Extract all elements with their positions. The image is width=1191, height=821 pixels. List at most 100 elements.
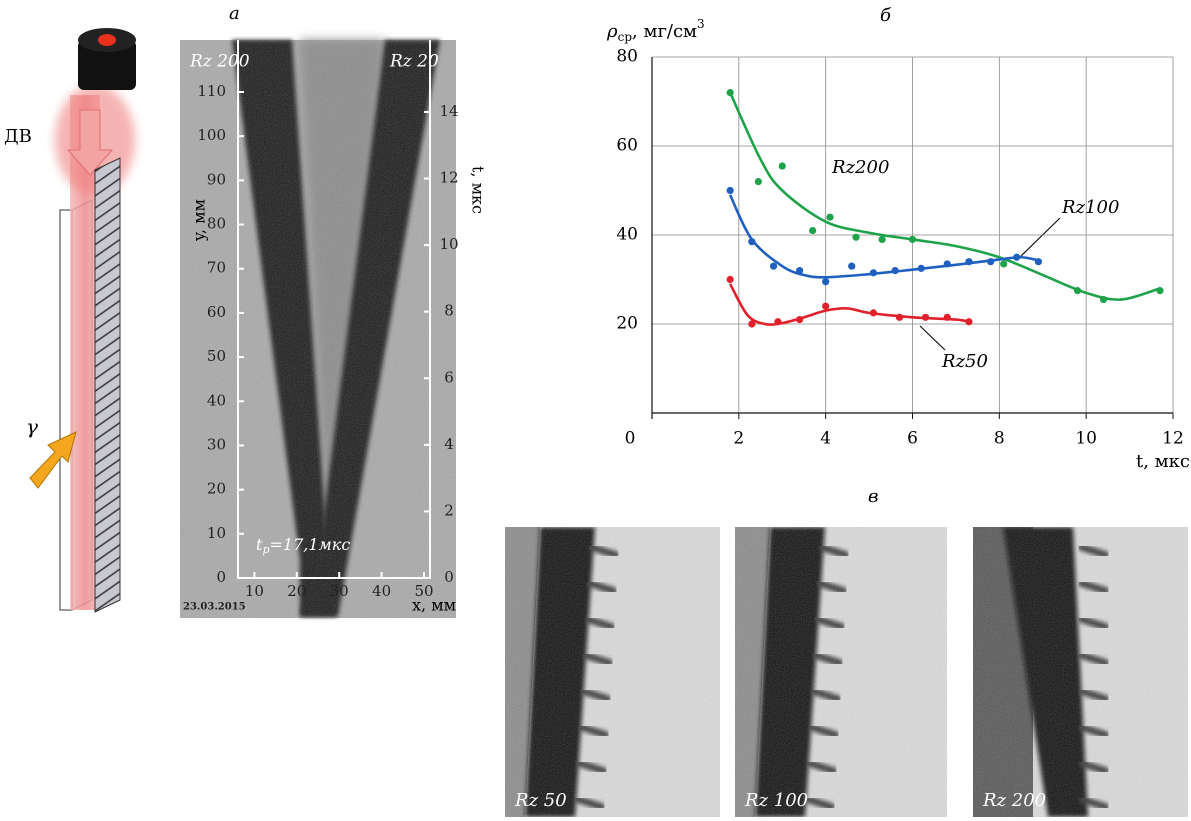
- data-point: [917, 264, 925, 272]
- x-tick-label: 6: [907, 429, 918, 449]
- y-tick-label: 50: [207, 347, 226, 365]
- data-point: [726, 186, 734, 195]
- label: γ: [26, 415, 38, 439]
- sub: р: [262, 543, 269, 556]
- data-point: [1034, 258, 1043, 266]
- y-tick-label: 30: [207, 435, 226, 453]
- y-axis-label: y, мм: [190, 199, 209, 242]
- setup-diagram: ДВ γ: [4, 28, 136, 613]
- label: ДВ: [4, 126, 32, 147]
- photo: [735, 527, 947, 817]
- data-point: [878, 235, 886, 244]
- detonator: [78, 40, 136, 90]
- data-point: [965, 258, 973, 266]
- series-label: Rz200: [831, 157, 889, 178]
- fit-curve: [729, 283, 970, 326]
- data-point: [754, 178, 762, 186]
- data-point: [726, 89, 734, 97]
- panel-title: б: [880, 5, 892, 26]
- data-point: [1073, 287, 1082, 295]
- photo-noise: [505, 527, 720, 817]
- arrow: [66, 109, 114, 176]
- x-tick-label: 10: [1075, 429, 1097, 449]
- y2-tick-label: 2: [444, 501, 454, 519]
- data-point: [769, 262, 778, 270]
- y2-tick-label: 4: [444, 435, 454, 453]
- x-tick-label: 10: [245, 582, 264, 600]
- y2-tick-label: 8: [444, 302, 454, 320]
- eq: =17,1мкс: [269, 535, 350, 554]
- y-tick-label: 60: [207, 303, 226, 321]
- annotation: tр=17,1мкс: [256, 535, 350, 557]
- radiograph: [180, 40, 456, 618]
- data-point: [778, 162, 786, 170]
- data-point: [987, 258, 995, 266]
- t: t: [256, 535, 263, 554]
- data-point: [965, 318, 973, 326]
- fit-curve: [728, 194, 1039, 279]
- y-tick-label: 60: [616, 136, 638, 156]
- data-point: [1099, 295, 1108, 304]
- y-tick-label: 100: [197, 126, 226, 144]
- data-point: [848, 262, 856, 270]
- x-axis-label: t, мкс: [1136, 451, 1190, 472]
- data-point: [822, 302, 830, 310]
- data-point: [908, 235, 917, 244]
- y-tick-label: 80: [207, 215, 226, 233]
- fit-curve: [728, 92, 1161, 301]
- y2-axis-label: t, мкс: [469, 166, 488, 214]
- y-tick-label: 10: [207, 524, 226, 542]
- y2-tick-label: 12: [439, 169, 458, 187]
- detonator-dot: [98, 34, 116, 46]
- gamma-arrow: [29, 431, 77, 489]
- data-point: [796, 315, 804, 324]
- x-tick-label: 50: [414, 582, 433, 600]
- data-point: [774, 318, 782, 326]
- y2-tick-label: 14: [439, 102, 458, 120]
- leader-line: [1019, 217, 1061, 258]
- x-tick-label: 4: [820, 429, 831, 449]
- x-axis-label: x, мм: [412, 596, 456, 615]
- hatched-plate: [94, 157, 121, 613]
- sub: ср: [618, 30, 633, 44]
- annotation: 23.03.2015: [183, 602, 246, 613]
- data-point: [1000, 260, 1008, 268]
- data-point: [895, 313, 904, 321]
- data-point: [748, 238, 756, 246]
- data-point: [869, 269, 878, 277]
- data-point: [1013, 253, 1021, 261]
- rho: ρ: [606, 21, 618, 42]
- y-tick-label: 20: [616, 314, 638, 334]
- series-label: Rz100: [1061, 197, 1119, 218]
- axis-frame: [237, 40, 431, 579]
- y-tick-label: 90: [207, 170, 226, 188]
- unit: , мг/см: [632, 21, 697, 42]
- y-tick-label: 70: [207, 259, 226, 277]
- leader-line: [919, 325, 946, 351]
- photo-label: Rz 200: [982, 790, 1046, 811]
- y-axis-label: ρср, мг/см3: [606, 17, 705, 44]
- x-tick-label: 12: [1162, 429, 1184, 449]
- sup: 3: [697, 17, 705, 31]
- y-tick-label: 0: [216, 568, 226, 586]
- series-label: Rz50: [941, 351, 988, 372]
- y2-tick-label: 0: [444, 568, 454, 586]
- data-point: [796, 267, 804, 275]
- data-point: [921, 313, 930, 321]
- data-point: [943, 260, 951, 268]
- panel-a: а Rz 200 Rz 20 23.03.2015 tр=17,1мкс x, …: [183, 3, 488, 615]
- photo: [973, 527, 1188, 817]
- data-point: [869, 309, 878, 317]
- annotation: Rz 200: [189, 52, 250, 72]
- y-tick-label: 80: [616, 47, 638, 67]
- data-point: [891, 267, 899, 275]
- panel-title: в: [868, 486, 878, 507]
- panel-title: а: [229, 3, 240, 24]
- photo-label: Rz 100: [744, 790, 808, 811]
- data-point: [1156, 287, 1164, 295]
- y2-tick-label: 6: [444, 368, 454, 386]
- annotation: Rz 20: [389, 52, 439, 72]
- y-tick-label: 40: [207, 391, 226, 409]
- photo-label: Rz 50: [514, 790, 567, 811]
